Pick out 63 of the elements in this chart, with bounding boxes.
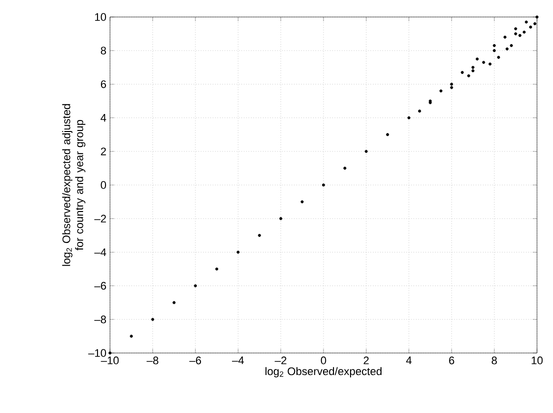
point <box>279 217 282 220</box>
y-tick-label: –6 <box>94 282 106 290</box>
y-axis-title: log$_{2}$ Observed/expected adjusted for country and year group <box>62 104 86 266</box>
point <box>514 32 518 36</box>
y-tick-label: 8 <box>100 46 106 54</box>
point <box>503 36 506 39</box>
y-tick-label: 6 <box>100 80 106 88</box>
y-tick-label: –4 <box>94 248 106 256</box>
point <box>476 58 479 60</box>
point <box>518 34 522 37</box>
point <box>471 66 474 69</box>
point <box>215 268 218 270</box>
point <box>343 166 346 170</box>
point <box>524 20 528 24</box>
point <box>386 133 390 136</box>
y-tick-label: 0 <box>100 181 106 189</box>
point <box>492 49 496 52</box>
y-tick-label: –10 <box>88 349 106 357</box>
point <box>536 16 538 18</box>
x-tick-label: 8 <box>492 356 497 364</box>
y-tick-label: –8 <box>94 316 106 324</box>
point <box>529 26 532 29</box>
x-axis-title: log$_{2}$ Observed/expected <box>266 367 382 378</box>
x-tick-label: –6 <box>189 356 202 364</box>
point <box>488 62 492 66</box>
point <box>450 86 454 90</box>
point <box>514 27 518 30</box>
point <box>172 301 176 304</box>
point <box>300 200 304 204</box>
point <box>460 70 464 74</box>
point <box>467 74 470 78</box>
point <box>497 56 500 59</box>
point <box>533 22 536 26</box>
point <box>522 30 526 34</box>
x-tick-label: –4 <box>232 356 244 364</box>
point <box>130 334 133 338</box>
point <box>510 44 513 48</box>
point <box>439 89 442 92</box>
point <box>407 116 410 120</box>
point <box>450 82 454 86</box>
y-tick-label: 10 <box>95 13 106 21</box>
point <box>506 47 509 50</box>
point <box>258 234 261 237</box>
y-tick-label: –2 <box>94 214 106 222</box>
point <box>471 69 474 72</box>
point <box>322 184 325 186</box>
x-tick-label: 10 <box>532 356 543 364</box>
x-tick-label: 0 <box>320 356 326 364</box>
point <box>151 318 154 321</box>
x-tick-label: 6 <box>449 356 454 364</box>
x-tick-label: –8 <box>146 356 158 364</box>
point <box>364 150 368 153</box>
point <box>418 110 422 113</box>
point <box>482 60 486 64</box>
point <box>492 44 496 48</box>
point <box>108 352 112 354</box>
point <box>236 250 240 254</box>
x-tick-label: 2 <box>364 356 369 364</box>
y-tick-label: 2 <box>100 148 106 156</box>
point <box>194 284 197 288</box>
y-tick-label: 4 <box>100 114 106 122</box>
x-tick-label: –2 <box>274 356 286 364</box>
x-tick-label: 4 <box>406 356 412 364</box>
